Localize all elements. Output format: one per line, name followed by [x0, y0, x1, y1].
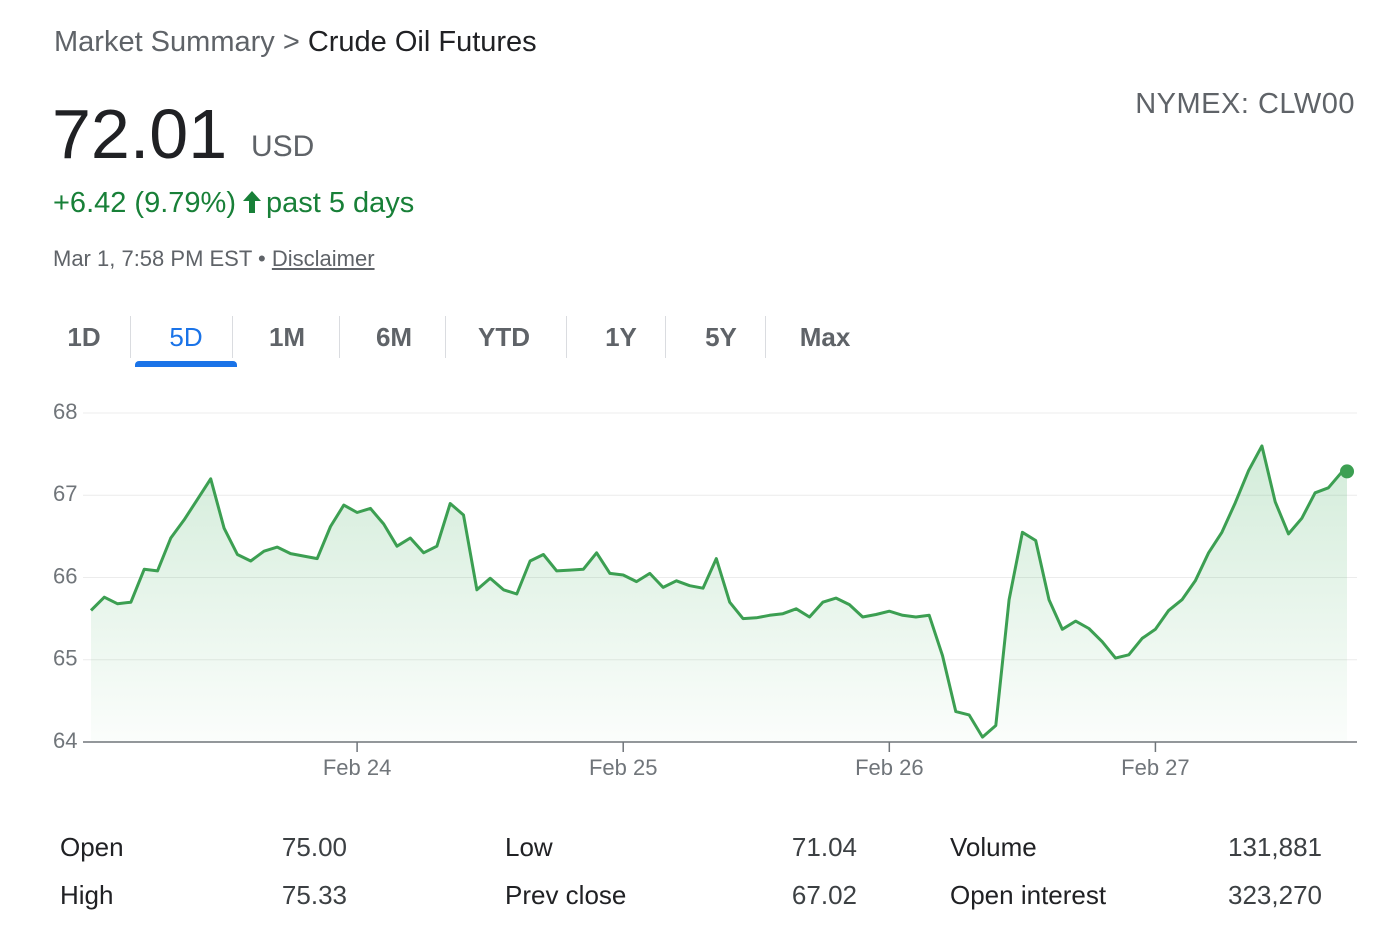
- breadcrumb-current: Crude Oil Futures: [307, 26, 537, 58]
- y-tick-label: 67: [53, 481, 77, 506]
- tab-separator: [566, 316, 567, 358]
- disclaimer-link[interactable]: Disclaimer: [271, 246, 375, 271]
- stat-value: 71.04: [791, 832, 857, 862]
- x-tick-label: Feb 27: [1121, 755, 1190, 780]
- breadcrumb: Market Summary > Crude Oil Futures: [54, 26, 537, 59]
- stat-label: High: [60, 880, 114, 910]
- range-tab[interactable]: 5Y: [705, 322, 737, 352]
- stat-value: 323,270: [1228, 880, 1322, 910]
- stat-label: Open interest: [950, 880, 1107, 910]
- stat-value: 75.00: [281, 832, 347, 862]
- exchange: NYMEX: CLW00: [1135, 88, 1355, 120]
- y-tick-label: 64: [53, 728, 77, 753]
- stat-value: 67.02: [791, 880, 857, 910]
- tab-separator: [130, 316, 131, 358]
- x-tick-label: Feb 24: [323, 755, 392, 780]
- breadcrumb-separator: >: [282, 26, 300, 58]
- stat-value: 75.33: [281, 880, 347, 910]
- stat-label: Low: [505, 832, 553, 862]
- stat-value: 131,881: [1228, 832, 1322, 862]
- tab-separator: [665, 316, 666, 358]
- tab-separator: [232, 316, 233, 358]
- range-tab[interactable]: 6M: [375, 322, 413, 352]
- y-tick-label: 68: [53, 399, 77, 424]
- range-tab[interactable]: YTD: [478, 322, 530, 352]
- price: 72.01: [52, 95, 228, 173]
- breadcrumb-parent[interactable]: Market Summary: [54, 26, 275, 58]
- range-tab[interactable]: 1M: [268, 322, 306, 352]
- tab-separator: [339, 316, 340, 358]
- tab-separator: [445, 316, 446, 358]
- selected-tab-underline: [135, 361, 237, 367]
- area-fill: [91, 445, 1347, 742]
- tab-separator: [765, 316, 766, 358]
- last-point: [1340, 464, 1355, 479]
- x-tick-label: Feb 25: [589, 755, 658, 780]
- y-tick-label: 66: [53, 563, 77, 588]
- price-line: [89, 444, 1348, 739]
- stat-label: Volume: [950, 832, 1037, 862]
- stat-label: Open: [60, 832, 124, 862]
- currency: USD: [251, 130, 315, 163]
- x-tick-label: Feb 26: [855, 755, 924, 780]
- range-tab[interactable]: 1D: [67, 322, 101, 352]
- period: past 5 days: [265, 187, 415, 219]
- change-line: +6.42 (9.79%) past 5 days: [53, 187, 414, 220]
- chart: 64 65 66 67 68 Feb 24 Feb 25 Feb 26 Feb 27: [53, 399, 1357, 780]
- timestamp-line: Mar 1, 7:58 PM EST • Disclaimer: [53, 246, 375, 272]
- range-tab[interactable]: 1Y: [605, 322, 637, 352]
- timestamp: Mar 1, 7:58 PM EST: [53, 246, 252, 271]
- y-tick-label: 65: [53, 646, 77, 671]
- stat-label: Prev close: [505, 880, 627, 910]
- change: +6.42 (9.79%): [53, 187, 236, 219]
- up-arrow: [242, 191, 261, 213]
- dot: •: [258, 246, 266, 271]
- range-tab[interactable]: Max: [799, 322, 851, 352]
- range-tab[interactable]: 5D: [169, 322, 203, 352]
